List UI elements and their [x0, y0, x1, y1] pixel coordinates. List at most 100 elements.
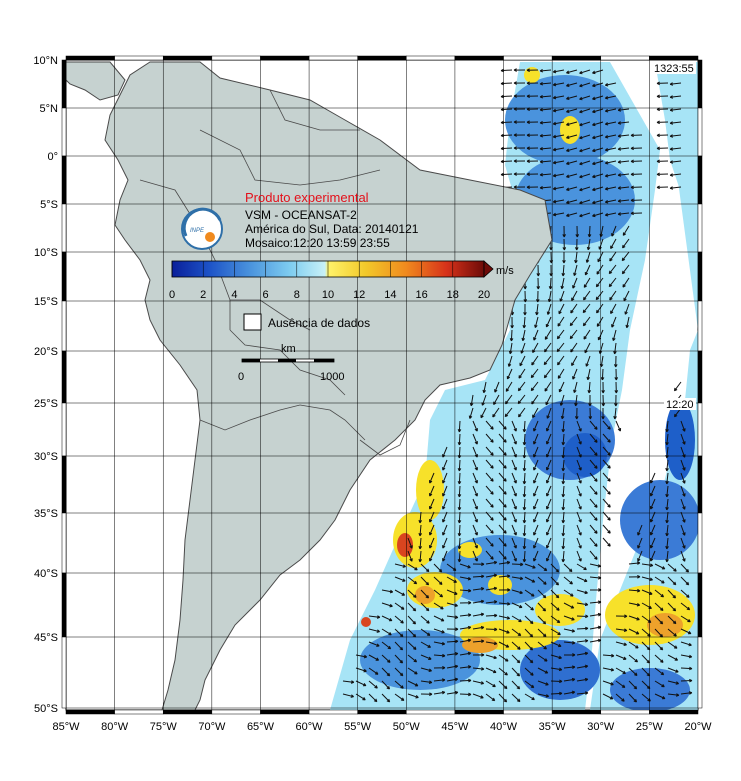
- wind-arrow: [680, 472, 686, 484]
- wind-arrow: [446, 664, 459, 669]
- wind-arrow: [615, 680, 626, 688]
- wind-arrow: [543, 368, 552, 379]
- wind-arrow: [407, 654, 418, 663]
- wind-arrow: [552, 186, 565, 191]
- wind-arrow: [596, 316, 604, 327]
- wind-arrow: [511, 602, 523, 609]
- wind-arrow: [533, 433, 539, 445]
- wind-arrow: [615, 641, 627, 647]
- wind-arrow: [604, 95, 617, 100]
- frame-segment: [697, 59, 703, 109]
- wind-arrow: [446, 639, 459, 644]
- wind-arrow: [394, 589, 406, 596]
- wind-arrow: [420, 576, 430, 586]
- wind-arrow: [522, 316, 527, 329]
- wind-arrow: [532, 407, 539, 419]
- wind-arrow: [617, 134, 630, 138]
- wind-arrow: [563, 641, 576, 645]
- wind-arrow: [508, 342, 513, 355]
- wind-arrow: [552, 199, 565, 204]
- swath-time-top: 1323:55: [652, 62, 696, 75]
- wind-arrow: [669, 95, 682, 99]
- wind-arrow: [669, 173, 682, 177]
- wind-arrow: [579, 186, 591, 192]
- wind-arrow: [566, 134, 578, 140]
- wind-arrow: [561, 420, 566, 433]
- frame-segment: [503, 709, 553, 715]
- wind-arrow: [612, 329, 617, 341]
- wind-arrow: [442, 550, 448, 562]
- wind-arrow: [669, 108, 682, 112]
- wind-arrow: [574, 238, 579, 251]
- wind-arrow: [617, 121, 630, 125]
- frame-segment: [357, 709, 407, 715]
- wind-arrow: [589, 498, 598, 508]
- wind-arrow: [442, 537, 448, 549]
- wind-arrow: [563, 628, 576, 633]
- wind-arrow: [615, 654, 627, 660]
- wind-arrow: [656, 133, 669, 138]
- wind-arrow: [597, 251, 604, 263]
- wind-arrow: [630, 211, 643, 216]
- wind-arrow: [557, 316, 565, 327]
- wind-arrow: [511, 667, 521, 677]
- wind-arrow: [522, 524, 527, 537]
- wind-arrow: [472, 653, 485, 657]
- wind-arrow: [680, 433, 686, 445]
- wind-arrow: [615, 693, 625, 702]
- svg-text:INPE: INPE: [190, 228, 205, 234]
- wind-arrow: [547, 290, 552, 303]
- wind-arrow: [480, 407, 487, 419]
- wind-arrow: [641, 576, 653, 582]
- wind-arrow: [472, 524, 478, 536]
- wind-arrow: [537, 615, 547, 625]
- wind-arrow: [562, 238, 567, 251]
- wind-arrow: [533, 485, 539, 497]
- wind-arrow: [667, 641, 678, 649]
- wind-arrow: [468, 407, 474, 419]
- wind-arrow: [472, 625, 485, 630]
- colorbar-tick-label: 4: [231, 289, 237, 301]
- wind-arrow: [420, 641, 431, 648]
- wind-arrow: [680, 589, 690, 598]
- wind-arrow: [592, 95, 604, 101]
- latitude-label: 0°: [47, 151, 58, 163]
- wind-arrow: [583, 277, 591, 288]
- wind-arrow: [457, 524, 462, 537]
- wind-arrow: [680, 691, 693, 695]
- wind-arrow: [602, 524, 611, 534]
- wind-arrow: [522, 485, 527, 498]
- wind-arrow: [566, 108, 578, 114]
- wind-arrow: [446, 652, 459, 656]
- wind-arrow: [535, 290, 540, 303]
- wind-arrow: [587, 225, 592, 238]
- wind-arrow: [498, 485, 507, 495]
- wind-arrow: [533, 498, 539, 510]
- wind-arrow: [592, 82, 604, 88]
- wind-arrow: [566, 173, 578, 179]
- wind-arrow: [521, 329, 526, 342]
- wind-arrow: [498, 588, 511, 592]
- frame-segment: [697, 300, 703, 352]
- wind-arrow: [545, 537, 552, 549]
- wind-arrow: [485, 524, 494, 534]
- wind-arrow: [368, 641, 380, 647]
- wind-arrow: [617, 173, 630, 177]
- wind-arrow: [654, 589, 665, 598]
- wind-arrow: [552, 82, 565, 87]
- latitude-label: 10°S: [34, 247, 58, 259]
- wind-arrow: [566, 121, 578, 127]
- wind-arrow: [557, 368, 565, 379]
- wind-arrow: [459, 563, 471, 569]
- wind-arrow: [381, 615, 393, 622]
- wind-arrow: [418, 524, 423, 537]
- frame-segment: [114, 55, 164, 61]
- frame-segment: [65, 709, 115, 715]
- wind-arrow: [602, 498, 611, 508]
- wind-arrow: [669, 134, 682, 138]
- blue-patch: [610, 668, 690, 710]
- wind-arrow: [665, 472, 669, 485]
- high-wind-patch: [560, 116, 580, 144]
- wind-arrow: [418, 550, 423, 563]
- wind-arrow: [513, 94, 526, 98]
